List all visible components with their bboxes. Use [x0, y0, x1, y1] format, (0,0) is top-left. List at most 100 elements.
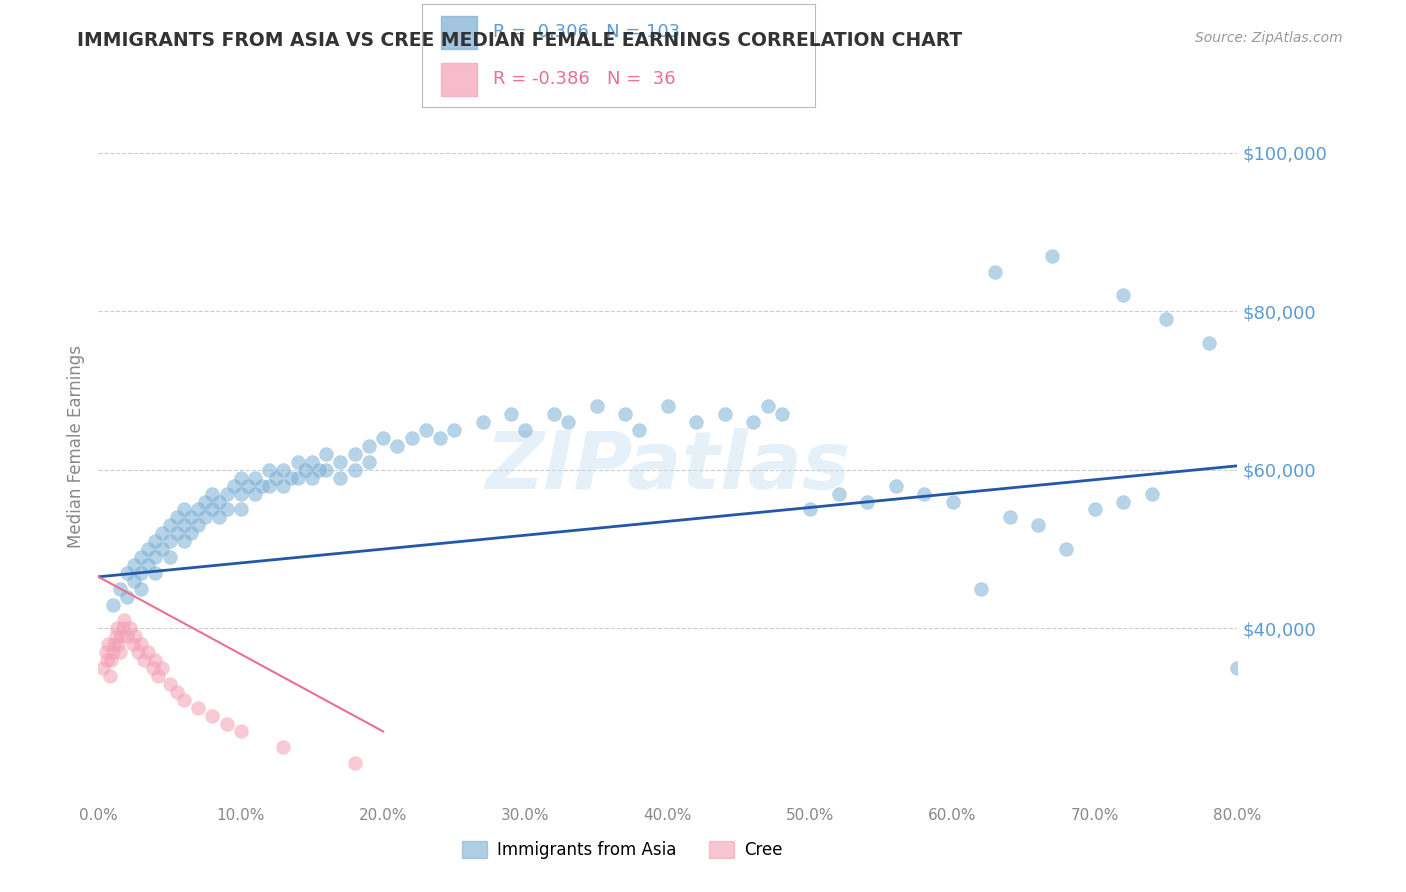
Point	[145, 566, 167, 580]
Point	[148, 669, 170, 683]
Point	[301, 455, 323, 469]
Point	[145, 653, 167, 667]
Y-axis label: Median Female Earnings: Median Female Earnings	[66, 344, 84, 548]
Point	[308, 463, 330, 477]
Point	[1084, 502, 1107, 516]
Point	[585, 400, 607, 414]
Point	[122, 558, 145, 572]
Point	[129, 582, 152, 596]
Point	[229, 486, 252, 500]
Point	[998, 510, 1021, 524]
Legend: Immigrants from Asia, Cree: Immigrants from Asia, Cree	[456, 834, 790, 866]
Point	[315, 463, 337, 477]
Point	[121, 637, 143, 651]
Point	[343, 756, 366, 771]
Point	[884, 478, 907, 492]
Point	[273, 463, 295, 477]
Point	[329, 455, 352, 469]
Point	[250, 478, 273, 492]
Point	[101, 645, 124, 659]
Point	[98, 669, 121, 683]
Point	[329, 471, 352, 485]
Point	[173, 502, 195, 516]
Point	[129, 566, 152, 580]
Point	[471, 415, 494, 429]
Point	[115, 566, 138, 580]
Point	[236, 478, 259, 492]
Point	[294, 463, 316, 477]
Point	[343, 463, 366, 477]
Point	[515, 423, 537, 437]
Point	[343, 447, 366, 461]
Point	[110, 629, 132, 643]
Point	[273, 740, 295, 755]
Point	[280, 471, 302, 485]
Point	[159, 518, 181, 533]
Point	[145, 549, 167, 564]
Point	[501, 407, 523, 421]
Point	[159, 677, 181, 691]
Point	[173, 534, 195, 549]
Point	[315, 447, 337, 461]
Point	[105, 621, 128, 635]
Point	[912, 486, 935, 500]
Point	[215, 486, 238, 500]
Point	[557, 415, 579, 429]
Point	[108, 645, 131, 659]
Point	[201, 486, 224, 500]
Point	[187, 518, 209, 533]
Point	[201, 708, 224, 723]
Point	[429, 431, 451, 445]
Text: ZIPatlas: ZIPatlas	[485, 428, 851, 507]
Point	[243, 471, 266, 485]
Point	[132, 653, 155, 667]
Point	[229, 724, 252, 739]
Point	[159, 534, 181, 549]
Point	[259, 463, 281, 477]
Point	[1140, 486, 1163, 500]
Text: R = -0.386   N =  36: R = -0.386 N = 36	[492, 70, 675, 88]
Point	[222, 478, 245, 492]
Point	[115, 590, 138, 604]
Point	[799, 502, 821, 516]
Point	[401, 431, 423, 445]
Point	[101, 598, 124, 612]
Point	[159, 549, 181, 564]
Point	[828, 486, 851, 500]
Point	[136, 542, 159, 557]
Point	[129, 637, 152, 651]
Point	[180, 510, 202, 524]
Point	[215, 716, 238, 731]
Point	[229, 471, 252, 485]
Point	[118, 621, 141, 635]
Point	[122, 574, 145, 588]
Point	[166, 526, 188, 541]
Point	[124, 629, 146, 643]
Point	[742, 415, 765, 429]
Point	[129, 549, 152, 564]
Point	[194, 494, 217, 508]
Point	[1198, 335, 1220, 350]
Point	[273, 478, 295, 492]
Point	[187, 700, 209, 714]
Point	[1056, 542, 1078, 557]
Point	[714, 407, 737, 421]
Point	[628, 423, 651, 437]
Point	[166, 685, 188, 699]
Point	[145, 534, 167, 549]
Point	[942, 494, 965, 508]
Point	[373, 431, 395, 445]
Point	[443, 423, 465, 437]
Point	[657, 400, 679, 414]
Point	[187, 502, 209, 516]
Point	[1226, 661, 1249, 675]
Point	[287, 471, 309, 485]
Point	[180, 526, 202, 541]
Point	[415, 423, 437, 437]
Point	[259, 478, 281, 492]
Point	[266, 471, 288, 485]
Point	[856, 494, 879, 508]
Point	[215, 502, 238, 516]
Point	[104, 629, 127, 643]
Point	[152, 542, 174, 557]
